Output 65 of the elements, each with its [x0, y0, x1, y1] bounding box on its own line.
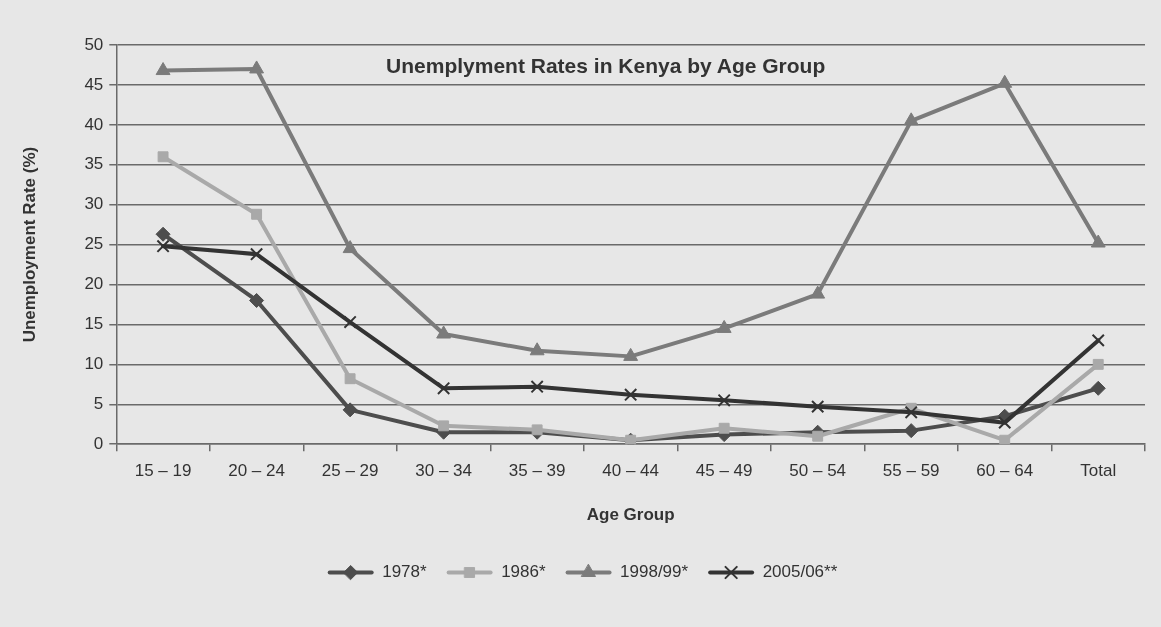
point [249, 247, 264, 261]
point [249, 292, 265, 308]
x-tick-label: Total [1080, 461, 1117, 481]
point [997, 74, 1013, 88]
point [529, 342, 545, 356]
legend-label: 1978* [382, 562, 428, 582]
x-tick-label: 55 – 59 [882, 461, 940, 481]
point [530, 380, 544, 394]
x-tick-label: 50 – 54 [789, 461, 847, 481]
y-tick-label: 40 [84, 114, 104, 134]
point [531, 424, 543, 436]
legend-label: 2005/06** [762, 562, 838, 582]
chart-title: Unemplyment Rates in Kenya by Age Group [386, 53, 826, 77]
point [623, 347, 639, 361]
point [1091, 333, 1105, 348]
point [436, 325, 452, 339]
point [343, 315, 357, 329]
point [903, 112, 919, 126]
y-tick-label: 0 [93, 433, 104, 453]
x-tick-label: 30 – 34 [415, 461, 472, 481]
point [717, 393, 731, 407]
y-tick-label: 25 [84, 234, 104, 254]
point [157, 151, 169, 163]
point [811, 400, 825, 414]
x-tick-label: 60 – 64 [976, 461, 1034, 481]
y-tick-label: 35 [84, 154, 104, 174]
x-tick-label: 40 – 44 [602, 461, 660, 481]
point [812, 430, 824, 442]
point [903, 423, 919, 439]
point [251, 208, 263, 220]
x-tick-label: 35 – 39 [508, 461, 566, 481]
x-axis-title: Age Group [586, 505, 675, 525]
point [1090, 234, 1106, 248]
point [1090, 380, 1106, 396]
point [1092, 358, 1104, 370]
point [624, 388, 638, 402]
y-tick-label: 45 [84, 74, 104, 94]
point [998, 415, 1012, 430]
point [438, 420, 450, 432]
point [249, 60, 265, 74]
legend-label: 1998/99* [620, 562, 689, 582]
point [904, 405, 918, 419]
point [155, 62, 171, 76]
point [155, 226, 171, 242]
y-tick-label: 20 [84, 274, 104, 294]
x-tick-label: 20 – 24 [228, 461, 285, 481]
point [342, 240, 358, 254]
x-tick-label: 25 – 29 [321, 461, 379, 481]
x-tick-label: 45 – 49 [695, 461, 753, 481]
point [342, 402, 358, 418]
y-tick-label: 10 [84, 354, 104, 374]
point [718, 422, 730, 434]
point [810, 285, 826, 299]
y-tick-label: 50 [84, 34, 104, 54]
point [344, 373, 356, 385]
y-axis-title: Unemployment Rate (%) [19, 146, 39, 343]
y-tick-label: 15 [84, 314, 104, 334]
point [156, 239, 170, 253]
x-tick-label: 15 – 19 [134, 461, 192, 481]
y-tick-label: 30 [84, 194, 104, 214]
point [999, 434, 1011, 445]
y-tick-label: 5 [93, 393, 104, 413]
point [436, 381, 451, 395]
legend-label: 1986* [501, 562, 546, 582]
point [716, 319, 732, 333]
